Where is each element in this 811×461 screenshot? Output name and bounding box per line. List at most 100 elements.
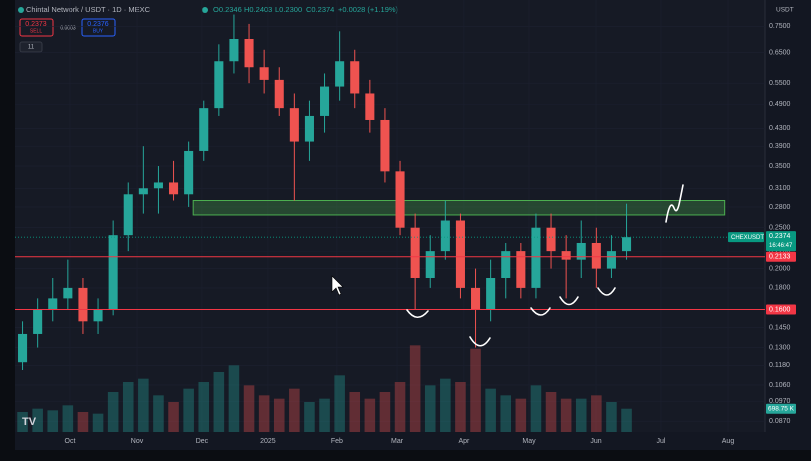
volume-bar [424,385,436,432]
volume-bar [575,398,587,432]
volume-bar [32,408,43,432]
candle-body [440,220,450,252]
candle-body [33,309,43,334]
sell-price[interactable]: 0.2373 [25,21,47,28]
zone [192,199,726,216]
ohlc-change: +0.0028 (+1.19%) [338,5,399,14]
y-tick-label: 0.1060 [769,382,791,389]
y-tick-label: 0.2800 [769,204,791,211]
y-tick-label: 0.3100 [769,185,791,192]
candle-body [199,108,209,151]
volume-bar [47,410,59,432]
drawing-curve [530,307,551,316]
volume-tag [766,403,796,414]
y-tick-label: 0.0970 [769,398,791,405]
candle-body [395,171,405,228]
ohlc-open: O0.2346 [213,5,242,14]
candle-body [516,251,526,288]
y-tick-label: 0.7500 [769,23,791,30]
price-tag-label: 0.1600 [769,306,791,313]
volume-bar [379,392,391,432]
volume-bar [591,395,602,432]
candle-body [546,227,556,252]
countdown: 16:46:47 [769,243,793,249]
indicator-count[interactable]: 11 [28,45,35,51]
candle-body [320,86,330,116]
sell-button[interactable] [19,18,54,37]
candle-body [471,287,481,310]
spread: 0.0003 [60,25,76,31]
drawing-curve [559,296,579,306]
x-tick-label: 2025 [260,438,276,445]
price-tag [766,304,796,315]
candle-body [229,38,239,62]
candle-body [606,251,616,269]
x-tick-label: Dec [196,438,209,445]
candle-body [108,235,118,310]
candle-body [214,61,224,109]
candle-body [486,277,496,310]
volume-bar [500,395,512,432]
candle-body [455,220,465,288]
symbol-tag [728,232,764,243]
candle-body [244,38,254,68]
candle-body [153,182,163,189]
price-tag [766,231,796,252]
candle-body [138,188,148,195]
volume-bar [545,392,557,432]
candle-body [304,115,314,142]
volume-bar [213,372,225,432]
x-tick-label: Feb [331,438,343,445]
x-tick-label: Jun [590,438,601,445]
status-dot [18,7,24,13]
volume-bar [621,408,632,432]
candle-body [78,287,88,322]
volume-bar [92,413,104,432]
price-axis [765,0,811,432]
volume-bar [394,382,406,432]
candle-body [259,67,269,80]
time-axis [15,432,811,450]
x-tick-label: Nov [131,438,144,445]
buy-button[interactable] [81,18,116,37]
volume-bar [304,402,315,432]
price-tag [766,251,796,262]
volume-bar [198,382,210,432]
candle-body [274,79,284,109]
candle-body [591,242,601,269]
y-tick-label: 0.4300 [769,125,791,132]
volume-bar [530,385,542,432]
y-tick-label: 0.4900 [769,101,791,108]
y-tick-label: 0.3900 [769,143,791,150]
plot-bg [15,0,765,432]
volume-bar [228,365,240,432]
volume-bar [334,375,345,432]
candle-body [335,61,345,87]
volume-tag-label: 698.75 K [768,405,795,412]
volume-bar [273,398,285,432]
volume-bar [107,392,119,432]
buy-label[interactable]: BUY [93,28,104,34]
candle-body [365,93,375,120]
x-tick-label: Aug [722,438,735,445]
sell-label[interactable]: SELL [30,28,42,34]
volume-bar [470,348,481,432]
volume-bar [349,392,361,432]
indicator-toggle[interactable] [19,41,43,53]
candle-body [289,108,299,142]
drawing-curve [406,309,429,319]
candle-body [531,227,541,288]
y-tick-label: 0.1800 [769,285,791,292]
symbol: Chintal Network / USDT · 1D · MEXC [26,5,151,14]
drawings [406,184,684,347]
candle-body [350,61,360,94]
x-tick-label: Jul [656,438,665,445]
volume-bar [560,398,572,432]
y-tick-label: 0.2500 [769,225,791,232]
y-tick-label: 0.1450 [769,324,791,331]
symbol-tag-label: CHEXUSDT [731,235,764,241]
buy-price[interactable]: 0.2376 [87,21,109,28]
currency[interactable]: USDT [776,7,794,14]
candle-body [425,251,435,278]
